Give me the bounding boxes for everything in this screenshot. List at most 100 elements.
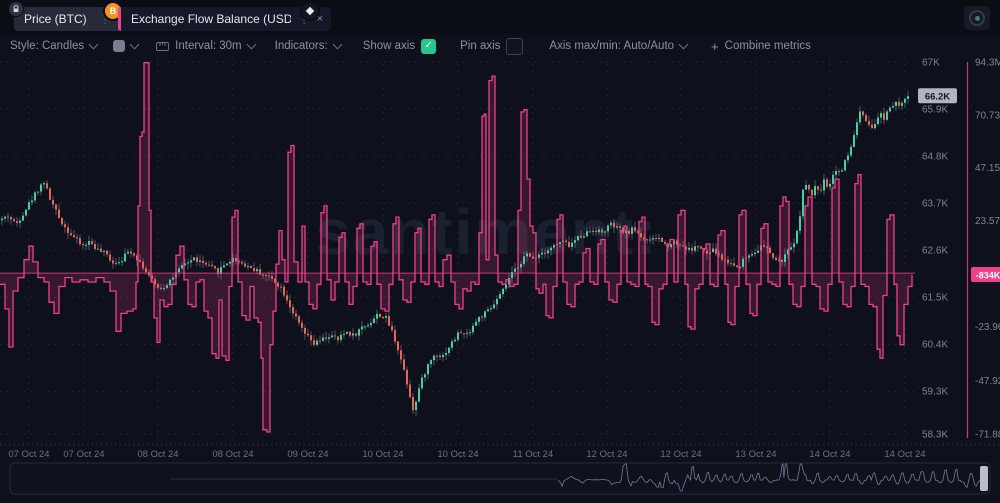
flow-tick-label: -71.88M: [975, 430, 1000, 441]
candle-down: [763, 245, 765, 247]
indicators-select[interactable]: Indicators:: [275, 39, 343, 52]
minimap-scrollbar[interactable]: [9, 462, 991, 495]
candle-down: [463, 333, 465, 335]
candle-up: [844, 160, 846, 171]
candle-up: [352, 333, 354, 336]
candle-down: [661, 237, 663, 242]
candle-down: [286, 295, 288, 301]
style-select[interactable]: Style: Candles: [10, 39, 99, 52]
candle-down: [289, 300, 291, 308]
candle-up: [448, 347, 450, 353]
candle-down: [61, 217, 63, 225]
show-axis-toggle[interactable]: Show axis ✓: [363, 38, 437, 54]
pin-axis-toggle[interactable]: Pin axis: [460, 37, 524, 55]
y-axes[interactable]: 67K 65.9K 64.8K 63.7K 62.6K 61.5K 60.4K 59.3K 58…: [918, 58, 1000, 441]
candle-up: [832, 174, 834, 184]
candle-down: [106, 250, 108, 255]
candle-down: [634, 227, 636, 232]
candle-down: [637, 231, 639, 233]
candle-down: [148, 272, 150, 276]
candle-up: [499, 294, 501, 299]
record-indicator-button[interactable]: [964, 6, 990, 30]
candle-up: [343, 333, 345, 335]
close-icon[interactable]: ×: [316, 13, 323, 25]
candle-up: [547, 250, 549, 254]
color-swatch-select[interactable]: [113, 39, 140, 52]
candle-down: [721, 254, 723, 260]
style-select-label: Style: Candles: [10, 40, 85, 52]
candle-down: [277, 282, 279, 287]
candle-down: [826, 179, 828, 187]
flow-line-series: [0, 62, 915, 433]
candle-down: [613, 222, 615, 228]
candle-down: [13, 219, 15, 222]
candle-up: [508, 278, 510, 285]
candle-down: [646, 239, 648, 241]
candle-down: [865, 115, 867, 122]
price-tick-label: 67K: [922, 58, 940, 69]
date-tick-label: 12 Oct 24: [586, 449, 627, 460]
candle-up: [514, 268, 516, 272]
candle-up: [841, 170, 843, 172]
candle-down: [214, 266, 216, 269]
candle-down: [628, 230, 630, 234]
price-tick-label: 60.4K: [922, 340, 948, 351]
candle-down: [268, 275, 270, 277]
candle-up: [751, 254, 753, 256]
x-axis-and-minimap: 07 Oct 24 07 Oct 24 08 Oct 24 08 Oct 24 09 O…: [0, 443, 1000, 495]
candle-up: [472, 325, 474, 333]
combine-metrics-button[interactable]: + Combine metrics: [711, 39, 811, 54]
candle-up: [694, 246, 696, 251]
candle-up: [232, 258, 234, 262]
candle-down: [130, 251, 132, 254]
candle-up: [610, 222, 612, 226]
checkmark-icon: ✓: [424, 40, 433, 51]
candle-down: [208, 264, 210, 266]
flow-last-value-badge: [971, 267, 1000, 282]
candle-up: [880, 113, 882, 118]
candle-down: [205, 262, 207, 265]
candle-down: [235, 258, 237, 262]
candle-up: [823, 179, 825, 191]
candle-up: [25, 209, 27, 216]
date-tick-label: 08 Oct 24: [212, 449, 253, 460]
candle-up: [427, 364, 429, 375]
candle-up: [22, 215, 24, 221]
candle-up: [256, 269, 258, 272]
chevron-down-icon: [678, 39, 689, 50]
candle-up: [451, 341, 453, 348]
pin-axis-checkbox[interactable]: [506, 37, 524, 55]
candle-up: [592, 230, 594, 232]
show-axis-checkbox[interactable]: ✓: [421, 38, 437, 54]
candle-down: [259, 269, 261, 275]
axis-maxmin-label: Axis max/min: Auto/Auto: [549, 40, 675, 52]
chart-canvas[interactable]: santiment: 67K 65.9K 64.8K 63.7K 62.6K 61.5K 60…: [0, 58, 1000, 503]
candle-up: [376, 313, 378, 319]
tab-menu-icon[interactable]: ⋮: [99, 13, 111, 26]
candle-up: [598, 229, 600, 233]
candle-up: [331, 335, 333, 338]
plus-icon: +: [711, 38, 719, 54]
price-tick-label: 65.9K: [922, 105, 948, 116]
candle-down: [310, 335, 312, 341]
candle-up: [169, 279, 171, 286]
candle-up: [328, 337, 330, 339]
candle-up: [97, 248, 99, 250]
candle-up: [790, 247, 792, 250]
candle-up: [742, 258, 744, 267]
candle-down: [100, 248, 102, 252]
chart-toolbar: Style: Candles Interval: 30m Indicators:…: [0, 34, 1000, 58]
candle-up: [886, 111, 888, 120]
candle-down: [154, 279, 156, 285]
candle-up: [799, 216, 801, 231]
date-tick-label: 07 Oct 24: [63, 449, 104, 460]
btc-logo-glyph: B: [109, 6, 117, 16]
minimap-sparkline: [557, 463, 983, 492]
axis-maxmin-select[interactable]: Axis max/min: Auto/Auto: [549, 39, 689, 52]
minimap-handle[interactable]: [980, 466, 988, 491]
candle-up: [541, 252, 543, 255]
candle-up: [577, 235, 579, 241]
interval-select[interactable]: Interval: 30m: [156, 39, 257, 52]
candle-down: [58, 209, 60, 218]
candle-up: [340, 334, 342, 341]
